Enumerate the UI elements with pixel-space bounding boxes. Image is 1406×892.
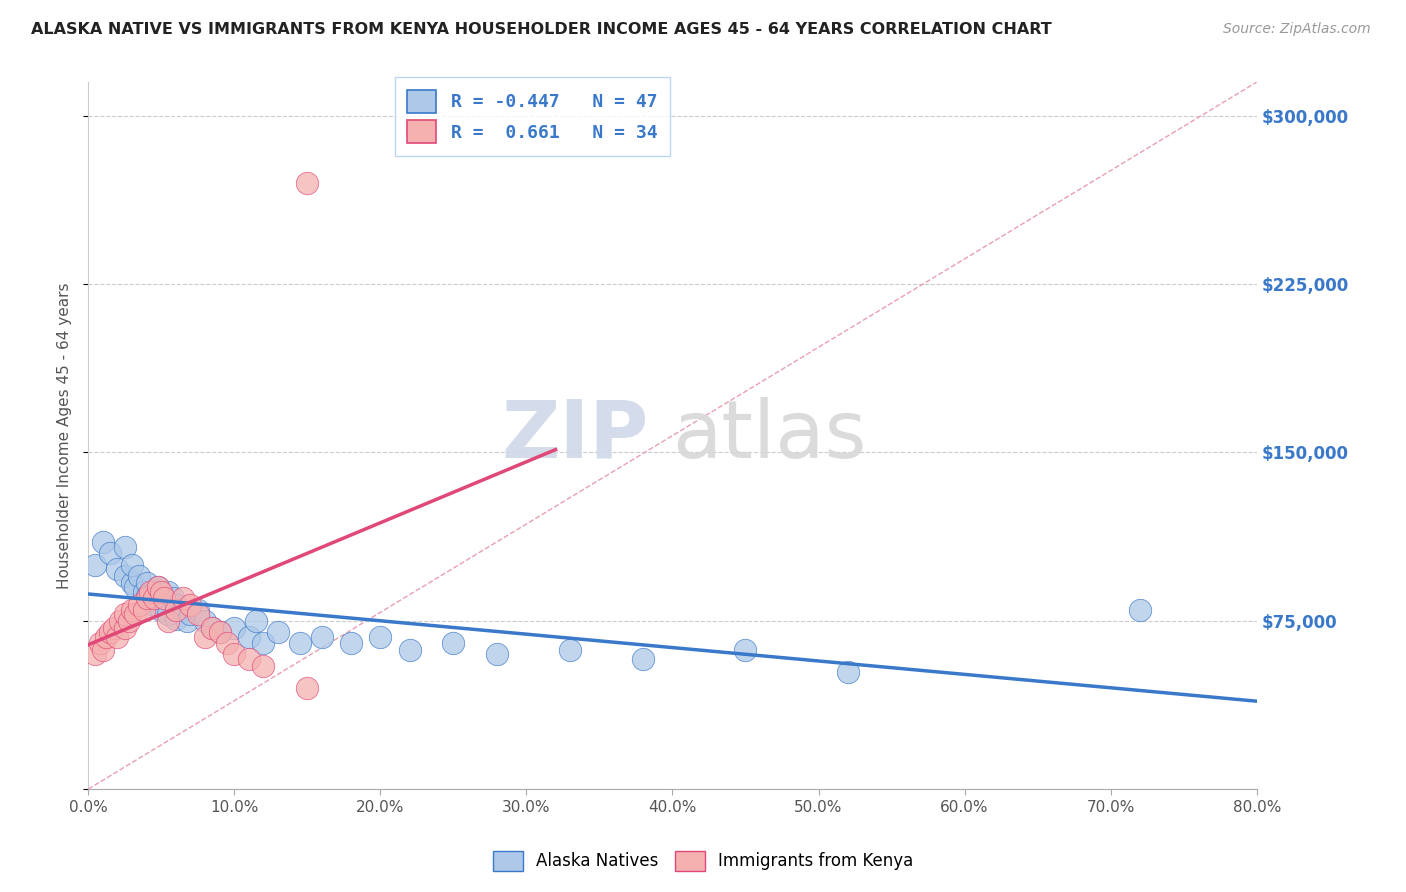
Point [1129,602,1152,616]
Point [121,558,143,572]
Point [288,636,311,650]
Point [441,636,464,650]
Point [157,614,180,628]
Point [224,621,246,635]
Point [157,607,180,621]
Point [398,643,420,657]
Point [486,648,509,662]
Point [150,602,173,616]
Point [110,614,132,628]
Text: Source: ZipAtlas.com: Source: ZipAtlas.com [1223,22,1371,37]
Point [142,584,165,599]
Point [103,621,125,635]
Point [208,625,231,640]
Point [128,569,150,583]
Point [98,546,121,560]
Point [105,562,128,576]
Point [118,614,141,628]
Point [165,598,187,612]
Point [187,602,209,616]
Point [245,614,267,628]
Point [128,598,150,612]
Point [132,584,155,599]
Point [124,607,146,621]
Point [135,591,157,606]
Legend: R = -0.447   N = 47, R =  0.661   N = 34: R = -0.447 N = 47, R = 0.661 N = 34 [395,77,669,156]
Point [105,630,128,644]
Point [179,607,201,621]
Point [252,658,274,673]
Point [157,584,180,599]
Point [84,648,107,662]
Point [162,591,184,606]
Point [340,636,363,650]
Point [150,591,173,606]
Point [135,589,157,603]
Point [142,591,165,606]
Point [194,614,217,628]
Point [215,636,238,650]
Point [114,621,136,635]
Point [114,569,136,583]
Point [91,643,114,657]
Point [734,643,756,657]
Point [172,602,194,616]
Point [297,681,319,695]
Point [94,630,117,644]
Point [238,630,260,644]
Legend: Alaska Natives, Immigrants from Kenya: Alaska Natives, Immigrants from Kenya [484,842,922,880]
Point [91,535,114,549]
Point [208,625,231,640]
Text: ALASKA NATIVE VS IMMIGRANTS FROM KENYA HOUSEHOLDER INCOME AGES 45 - 64 YEARS COR: ALASKA NATIVE VS IMMIGRANTS FROM KENYA H… [31,22,1052,37]
Point [176,614,198,628]
Point [148,580,170,594]
Point [311,630,333,644]
Point [114,540,136,554]
Text: atlas: atlas [672,397,868,475]
Point [368,630,391,644]
Point [138,584,160,599]
Point [153,591,176,606]
Point [172,591,194,606]
Point [135,575,157,590]
Point [132,602,155,616]
Point [179,598,201,612]
Point [165,602,187,616]
Point [114,607,136,621]
Point [150,584,173,599]
Point [631,652,654,666]
Point [142,598,165,612]
Point [224,648,246,662]
Point [121,575,143,590]
Point [267,625,290,640]
Point [837,665,859,680]
Y-axis label: Householder Income Ages 45 - 64 years: Householder Income Ages 45 - 64 years [58,283,72,589]
Point [201,621,224,635]
Point [165,611,187,625]
Point [98,625,121,640]
Point [89,636,111,650]
Point [560,643,582,657]
Point [201,621,224,635]
Point [187,607,209,621]
Point [121,602,143,616]
Point [84,558,107,572]
Point [124,580,146,594]
Point [148,580,170,594]
Point [194,630,217,644]
Text: ZIP: ZIP [502,397,650,475]
Point [297,176,319,190]
Point [238,652,260,666]
Point [252,636,274,650]
